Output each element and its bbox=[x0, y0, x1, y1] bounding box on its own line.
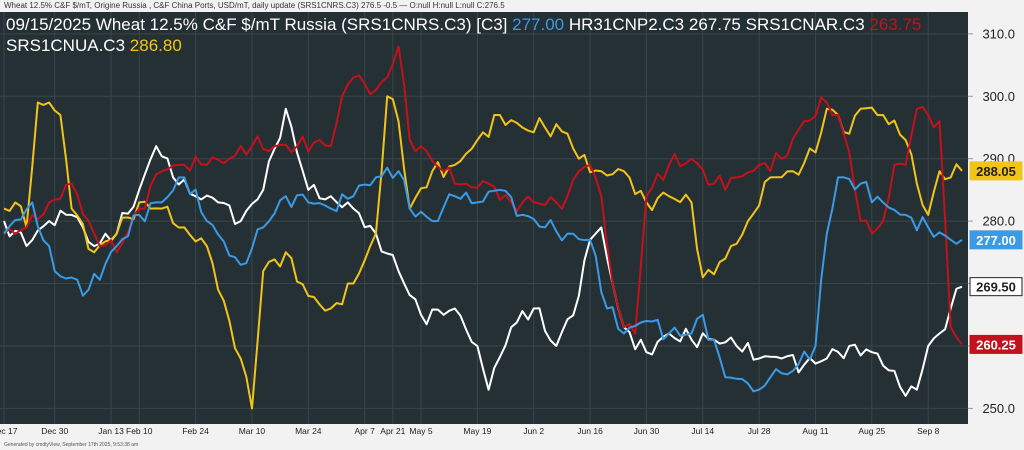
x-tick-label: Aug 11 bbox=[802, 426, 829, 436]
last-value-label: 277.00 bbox=[976, 233, 1016, 248]
last-value-badge bbox=[969, 277, 1023, 297]
y-tick-label: 310.0 bbox=[982, 26, 1015, 41]
y-axis[interactable] bbox=[968, 12, 1024, 424]
y-tick-label: 280.0 bbox=[982, 214, 1015, 229]
legend-value-srs1cnar: 263.75 bbox=[869, 15, 922, 34]
legend-value-hr31cnp2: 267.75 bbox=[688, 15, 741, 34]
x-tick-label: May 5 bbox=[409, 426, 432, 436]
legend-name-srs1cnua: SRS1CNUA.C3 bbox=[6, 36, 126, 55]
series-line-srs1cnar-c3 bbox=[3, 45, 963, 346]
legend-name-srs1cnar: SRS1CNAR.C3 bbox=[745, 15, 865, 34]
x-axis[interactable] bbox=[0, 424, 968, 440]
series-line-srs1cnua-c3 bbox=[3, 95, 963, 410]
last-value-label: 269.50 bbox=[976, 280, 1016, 295]
y-tick-label: 250.0 bbox=[982, 401, 1015, 416]
legend-title: 09/15/2025 Wheat 12.5% C&F $/mT Russia (… bbox=[6, 15, 508, 34]
series-line-srs1cnrs-c3 bbox=[3, 166, 963, 393]
x-tick-label: Apr 7 bbox=[354, 426, 375, 436]
chart-legend-header: 09/15/2025 Wheat 12.5% C&F $/mT Russia (… bbox=[6, 14, 956, 56]
footer-note: Generated by cmdtyView, September 17th 2… bbox=[4, 442, 139, 448]
legend-value-srs1cnrs: 277.00 bbox=[512, 15, 565, 34]
x-tick-label: Jun 16 bbox=[577, 426, 603, 436]
last-value-badge bbox=[969, 161, 1023, 181]
x-tick-label: Jul 14 bbox=[691, 426, 714, 436]
y-tick-label: 300.0 bbox=[982, 89, 1015, 104]
last-value-badge bbox=[969, 230, 1023, 250]
x-tick-label: Feb 10 bbox=[126, 426, 153, 436]
last-value-label: 288.05 bbox=[976, 164, 1016, 179]
x-tick-label: Sep 8 bbox=[917, 426, 939, 436]
series-line-hr31cnp2-c3 bbox=[3, 107, 963, 397]
last-value-badges: 277.00 269.50 260.25 288.05 bbox=[969, 161, 1023, 354]
last-value-label: 260.25 bbox=[976, 337, 1016, 352]
x-tick-label: Mar 24 bbox=[295, 426, 322, 436]
x-tick-label: Jan 13 bbox=[98, 426, 124, 436]
x-tick-label: Aug 25 bbox=[858, 426, 885, 436]
chart-info-bar: Wheat 12.5% C&F $/mT, Origine Russia , C… bbox=[0, 0, 1024, 12]
x-tick-label: Jun 2 bbox=[523, 426, 544, 436]
x-tick-label: Feb 24 bbox=[182, 426, 209, 436]
x-tick-label: Jul 28 bbox=[748, 426, 771, 436]
legend-value-srs1cnua: 286.80 bbox=[129, 36, 182, 55]
x-tick-label: Dec 17 bbox=[0, 426, 18, 436]
x-tick-label: May 19 bbox=[463, 426, 491, 436]
gridlines bbox=[0, 12, 968, 424]
x-tick-label: Apr 21 bbox=[380, 426, 405, 436]
series-lines bbox=[3, 45, 963, 410]
last-value-badge bbox=[969, 334, 1023, 354]
legend-name-hr31cnp2: HR31CNP2.C3 bbox=[568, 15, 685, 34]
x-tick-label: Dec 30 bbox=[41, 426, 68, 436]
x-tick-label: Mar 10 bbox=[239, 426, 266, 436]
x-tick-label: Jun 30 bbox=[634, 426, 660, 436]
